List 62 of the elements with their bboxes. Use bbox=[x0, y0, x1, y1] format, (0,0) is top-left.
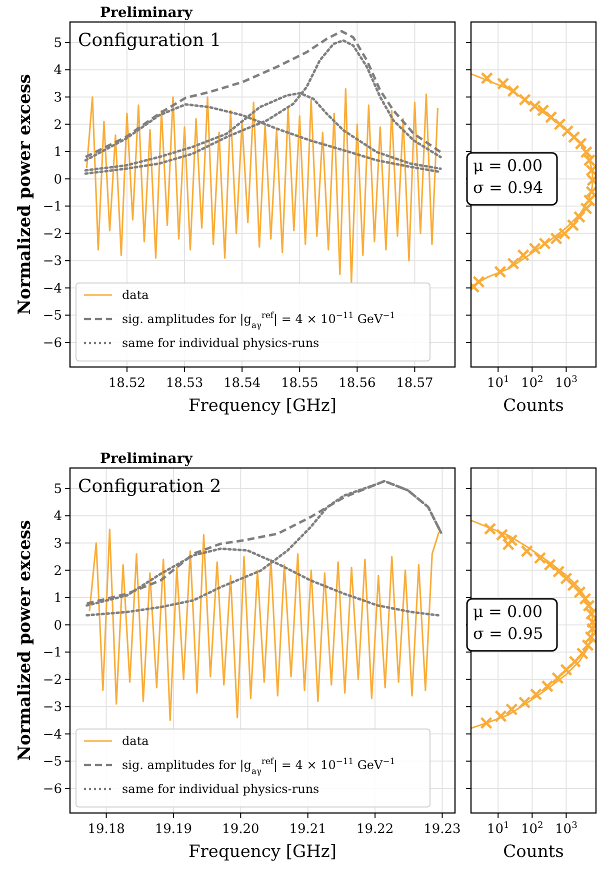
y-tick-label: −4 bbox=[42, 727, 62, 742]
y-axis-title: Normalized power excess bbox=[15, 520, 35, 761]
text: Preliminary bbox=[100, 5, 194, 21]
x-axis-title: Counts bbox=[503, 396, 564, 416]
x-tick-label: 19.21 bbox=[289, 822, 326, 837]
legend-label: data bbox=[122, 734, 149, 748]
x-tick-label: 19.20 bbox=[222, 822, 260, 837]
x-tick-label: 10$^{1}$ bbox=[486, 375, 510, 391]
y-tick-label: 3 bbox=[54, 90, 62, 106]
annotation: μ = 0.00 bbox=[473, 602, 543, 621]
y-tick-label: 2 bbox=[54, 118, 62, 133]
y-tick-label: −3 bbox=[42, 700, 62, 716]
x-tick-label: 18.52 bbox=[108, 376, 146, 391]
x-axis-title: Frequency [GHz] bbox=[188, 396, 336, 416]
y-tick-label: 5 bbox=[54, 482, 62, 497]
legend-label: sig. amplitudes for |g$_{aγ}$$^{ref}$| = 4 × 10$^{−11}$ GeV$^{−1}$ bbox=[122, 756, 396, 776]
y-tick-label: 0 bbox=[54, 172, 62, 188]
x-tick-label: 19.18 bbox=[88, 822, 125, 837]
x-tick-label: 18.55 bbox=[281, 376, 318, 391]
y-tick-label: 0 bbox=[54, 618, 62, 634]
x-tick-label: 18.53 bbox=[166, 376, 204, 391]
y-tick-label: −2 bbox=[42, 672, 62, 688]
annotation: σ = 0.94 bbox=[473, 178, 544, 197]
text: Configuration 2 bbox=[78, 476, 222, 497]
y-tick-label: −4 bbox=[42, 281, 62, 296]
annotation: μ = 0.00 bbox=[473, 156, 543, 175]
x-axis-title: Frequency [GHz] bbox=[188, 842, 336, 862]
legend-label: data bbox=[122, 288, 149, 302]
x-tick-label: 10$^{3}$ bbox=[555, 375, 578, 391]
x-tick-label: 10$^{2}$ bbox=[520, 375, 544, 391]
x-tick-label: 19.22 bbox=[356, 822, 394, 837]
x-tick-label: 10$^{3}$ bbox=[555, 821, 578, 837]
y-tick-label: 5 bbox=[54, 36, 62, 51]
y-tick-label: 4 bbox=[54, 509, 62, 524]
x-tick-label: 19.19 bbox=[154, 822, 192, 837]
y-tick-label: −5 bbox=[42, 754, 62, 770]
text: Configuration 1 bbox=[78, 30, 222, 51]
y-tick-label: −3 bbox=[42, 254, 62, 270]
x-tick-label: 19.23 bbox=[424, 822, 461, 837]
x-tick-label: 10$^{2}$ bbox=[520, 821, 544, 837]
x-tick-label: 18.54 bbox=[223, 376, 261, 391]
y-tick-label: −5 bbox=[42, 308, 62, 324]
y-tick-label: −6 bbox=[42, 336, 62, 351]
y-tick-label: 4 bbox=[54, 63, 62, 78]
text: Preliminary bbox=[100, 451, 194, 467]
y-tick-label: 1 bbox=[54, 591, 62, 606]
y-axis-title: Normalized power excess bbox=[15, 74, 35, 315]
y-tick-label: 3 bbox=[54, 536, 62, 552]
annotation: σ = 0.95 bbox=[473, 624, 544, 643]
x-tick-label: 18.56 bbox=[338, 376, 376, 391]
y-tick-label: −6 bbox=[42, 782, 62, 797]
x-tick-label: 18.57 bbox=[396, 376, 434, 391]
x-tick-label: 10$^{1}$ bbox=[486, 821, 510, 837]
x-axis-title: Counts bbox=[503, 842, 564, 862]
legend-label: same for individual physics-runs bbox=[122, 782, 320, 796]
y-tick-label: −1 bbox=[42, 200, 62, 215]
y-tick-label: 1 bbox=[54, 145, 62, 160]
y-tick-label: 2 bbox=[54, 564, 62, 579]
legend-label: sig. amplitudes for |g$_{aγ}$$^{ref}$| = 4 × 10$^{−11}$ GeV$^{−1}$ bbox=[122, 310, 396, 330]
y-tick-label: −2 bbox=[42, 226, 62, 242]
legend-label: same for individual physics-runs bbox=[122, 336, 320, 350]
y-tick-label: −1 bbox=[42, 646, 62, 661]
